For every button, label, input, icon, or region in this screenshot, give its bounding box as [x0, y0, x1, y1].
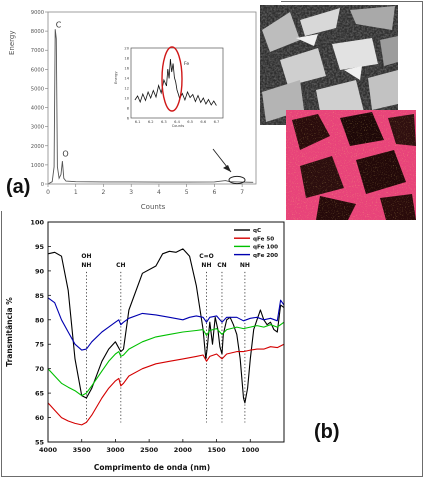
inset-x-tick-label: 6.3 — [161, 120, 167, 124]
ftir-x-tick-label: 3500 — [73, 446, 92, 454]
eds-x-tick-label: 4 — [157, 189, 161, 196]
ftir-y-tick-label: 60 — [35, 414, 45, 422]
eds-x-tick-label: 2 — [102, 189, 106, 196]
eds-peak-label: O — [62, 149, 68, 158]
ftir-x-tick-label: 2000 — [174, 446, 193, 454]
ftir-band-annotation: NH — [240, 262, 250, 269]
inset-y-tick-label: 14 — [124, 76, 129, 80]
ftir-series-line-4 — [47, 297, 285, 351]
ftir-x-tick-label: 2500 — [140, 446, 159, 454]
ftir-band-annotation: NH — [201, 262, 211, 269]
ftir-y-tick-label: 75 — [35, 341, 45, 349]
ftir-y-tick-label: 85 — [35, 292, 45, 300]
eds-y-tick-label: 4000 — [31, 106, 44, 112]
eds-y-tick-label: 3000 — [31, 125, 44, 131]
eds-peak-label: C — [56, 20, 62, 29]
ftir-x-tick-label: 3000 — [106, 446, 125, 454]
ftir-band-annotation: OH — [81, 253, 91, 260]
ftir-band-annotation: CH — [116, 262, 125, 269]
inset-y-tick-label: 12 — [124, 86, 129, 90]
eds-y-tick-label: 2000 — [31, 144, 44, 150]
ftir-legend: qC qFe 50 qFe 100 qFe 200 — [230, 226, 282, 260]
elemental-map — [286, 110, 416, 220]
inset-highlight-ellipse — [161, 46, 183, 112]
eds-x-tick-label: 7 — [240, 189, 244, 196]
ftir-x-tick-label: 4000 — [39, 446, 58, 454]
inset-spectrum-line — [134, 58, 217, 106]
ftir-y-tick-label: 55 — [35, 439, 45, 447]
ftir-legend-label: qFe 100 — [253, 245, 278, 251]
inset-x-axis-label: Counts — [172, 124, 185, 128]
eds-x-tick-label: 3 — [129, 189, 133, 196]
inset-y-tick-label: 6 — [127, 116, 130, 120]
ftir-band-annotation: C=O — [199, 253, 214, 260]
eds-x-tick-label: 1 — [74, 189, 78, 196]
ftir-y-tick-label: 100 — [30, 219, 44, 227]
ftir-series-line-3 — [47, 321, 285, 397]
inset-x-tick-label: 6.2 — [148, 120, 154, 124]
inset-x-tick-label: 6.7 — [214, 120, 220, 124]
panel-a-label: (a) — [6, 176, 30, 198]
inset-y-tick-label: 18 — [124, 56, 129, 60]
inset-y-tick-label: 16 — [124, 66, 129, 70]
panel-b-label: (b) — [314, 421, 340, 443]
inset-x-tick-label: 6.5 — [187, 120, 193, 124]
ftir-y-tick-label: 80 — [35, 316, 45, 324]
inset-y-tick-label: 8 — [127, 106, 130, 110]
ftir-y-tick-label: 95 — [35, 243, 45, 251]
inset-pointer-arrowhead — [223, 165, 231, 172]
inset-x-tick-label: 6.1 — [135, 120, 141, 124]
ftir-y-tick-label: 70 — [35, 365, 45, 373]
ftir-y-tick-label: 90 — [35, 267, 45, 275]
ftir-x-tick-label: 1000 — [241, 446, 260, 454]
ftir-legend-label: qC — [253, 228, 261, 234]
eds-y-tick-label: 1000 — [31, 163, 44, 169]
ftir-y-tick-label: 65 — [35, 390, 45, 398]
eds-y-tick-label: 9000 — [31, 10, 44, 16]
ftir-plot-frame — [47, 221, 285, 443]
inset-x-tick-label: 6.6 — [200, 120, 206, 124]
ftir-series-line-2 — [47, 343, 285, 426]
ftir-legend-label: qFe 200 — [253, 253, 278, 259]
eds-y-tick-label: 0 — [41, 182, 44, 188]
eds-y-axis-label: Energy — [8, 30, 16, 55]
eds-y-tick-label: 6000 — [31, 67, 44, 73]
panel-b: 4000 3500 3000 2500 2000 1500 1000 55 60 65 70 75 80… — [5, 219, 340, 473]
ftir-x-tick-label: 1500 — [208, 446, 227, 454]
ftir-x-axis-label: Comprimento de onda (nm) — [94, 463, 210, 472]
ftir-band-annotation: CN — [217, 262, 226, 269]
ftir-y-axis-label: Transmitância % — [5, 297, 14, 367]
eds-y-tick-label: 5000 — [31, 86, 44, 92]
magnified-region-ellipse — [228, 175, 246, 185]
eds-spectrum-line — [47, 29, 254, 185]
inset-x-tick-label: 6.4 — [174, 120, 180, 124]
ftir-series-line-1 — [47, 248, 285, 404]
eds-plot-frame — [47, 11, 257, 185]
eds-y-tick-label: 8000 — [31, 29, 44, 35]
eds-x-tick-label: 6 — [212, 189, 216, 196]
sem-micrograph — [260, 5, 398, 125]
inset-plot-frame — [130, 47, 224, 119]
eds-y-tick-label: 7000 — [31, 48, 44, 54]
panel-a: 0 1 2 3 4 5 6 701000200030004000500060007000800… — [1, 1, 281, 211]
inset-y-tick-label: 10 — [124, 96, 129, 100]
inset-background — [118, 46, 226, 126]
ftir-band-annotation: NH — [81, 262, 91, 269]
inset-y-tick-label: 20 — [124, 46, 129, 50]
ftir-legend-label: qFe 50 — [253, 236, 274, 242]
inset-peak-label: Fe — [184, 61, 189, 67]
eds-x-tick-label: 0 — [46, 189, 50, 196]
inset-y-axis-label: Energy — [114, 71, 118, 84]
eds-x-axis-label: Counts — [141, 203, 166, 211]
eds-x-tick-label: 5 — [185, 189, 189, 196]
